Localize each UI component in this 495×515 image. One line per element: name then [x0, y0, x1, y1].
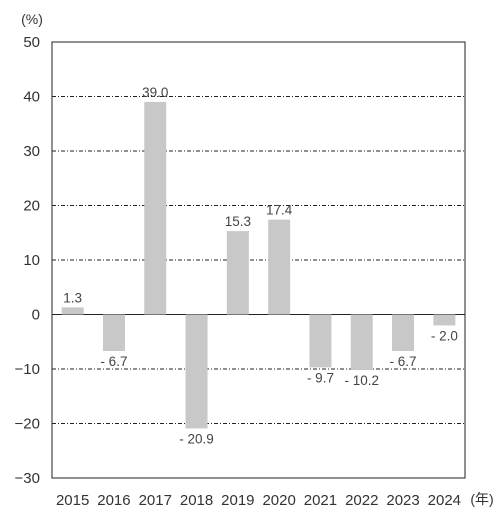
x-tick-label: 2022 — [345, 492, 378, 509]
bar-2016 — [102, 314, 125, 352]
x-tick-label: 2020 — [262, 492, 295, 509]
y-tick-label: 50 — [23, 34, 40, 51]
bar-2015 — [61, 307, 84, 315]
y-tick-label: 0 — [32, 307, 40, 324]
y-unit-label: (%) — [21, 11, 43, 27]
x-unit-label: (年) — [470, 491, 493, 507]
y-tick-label: 30 — [23, 143, 40, 160]
data-label: 17.4 — [266, 203, 293, 218]
data-label: - 9.7 — [307, 370, 334, 385]
y-tick-label: 10 — [23, 252, 40, 269]
y-tick-label: −30 — [15, 470, 40, 487]
x-tick-labels: 2015 2016 2017 2018 2019 2020 2021 2022 2023 2024 — [56, 492, 461, 509]
data-label: 15.3 — [225, 214, 251, 229]
bar-2023 — [392, 314, 415, 352]
data-label: - 20.9 — [179, 431, 214, 446]
x-tick-label: 2015 — [56, 492, 89, 509]
bar-2017 — [144, 101, 167, 315]
data-label: 39.0 — [142, 85, 168, 100]
data-label: - 10.2 — [344, 373, 379, 388]
x-tick-label: 2016 — [97, 492, 130, 509]
gridlines — [52, 96, 465, 424]
data-labels: 1.3 - 6.7 39.0 - 20.9 15.3 17.4 - 9.7 - 10.2 - 6… — [63, 85, 458, 446]
x-tick-label: 2023 — [386, 492, 419, 509]
bar-2021 — [309, 314, 332, 368]
bar-2022 — [350, 314, 373, 371]
x-tick-label: 2024 — [428, 492, 461, 509]
x-tick-label: 2017 — [139, 492, 172, 509]
bars — [61, 101, 456, 429]
y-tick-label: −10 — [15, 361, 40, 378]
x-tick-label: 2021 — [304, 492, 337, 509]
y-tick-labels: 50 40 30 20 10 0 −10 −20 −30 — [15, 34, 40, 487]
bar-2019 — [226, 231, 249, 315]
y-tick-label: 40 — [23, 89, 40, 106]
y-tick-label: −20 — [15, 416, 40, 433]
plot-frame — [51, 41, 466, 479]
data-label: - 6.7 — [100, 354, 127, 369]
y-tick-label: 20 — [23, 198, 40, 215]
data-label: 1.3 — [63, 290, 82, 305]
bar-2020 — [268, 219, 291, 315]
x-tick-label: 2018 — [180, 492, 213, 509]
bar-2024 — [433, 314, 456, 326]
data-label: - 2.0 — [431, 328, 458, 343]
bar-2018 — [185, 314, 208, 429]
data-label: - 6.7 — [390, 354, 417, 369]
x-tick-label: 2019 — [221, 492, 254, 509]
